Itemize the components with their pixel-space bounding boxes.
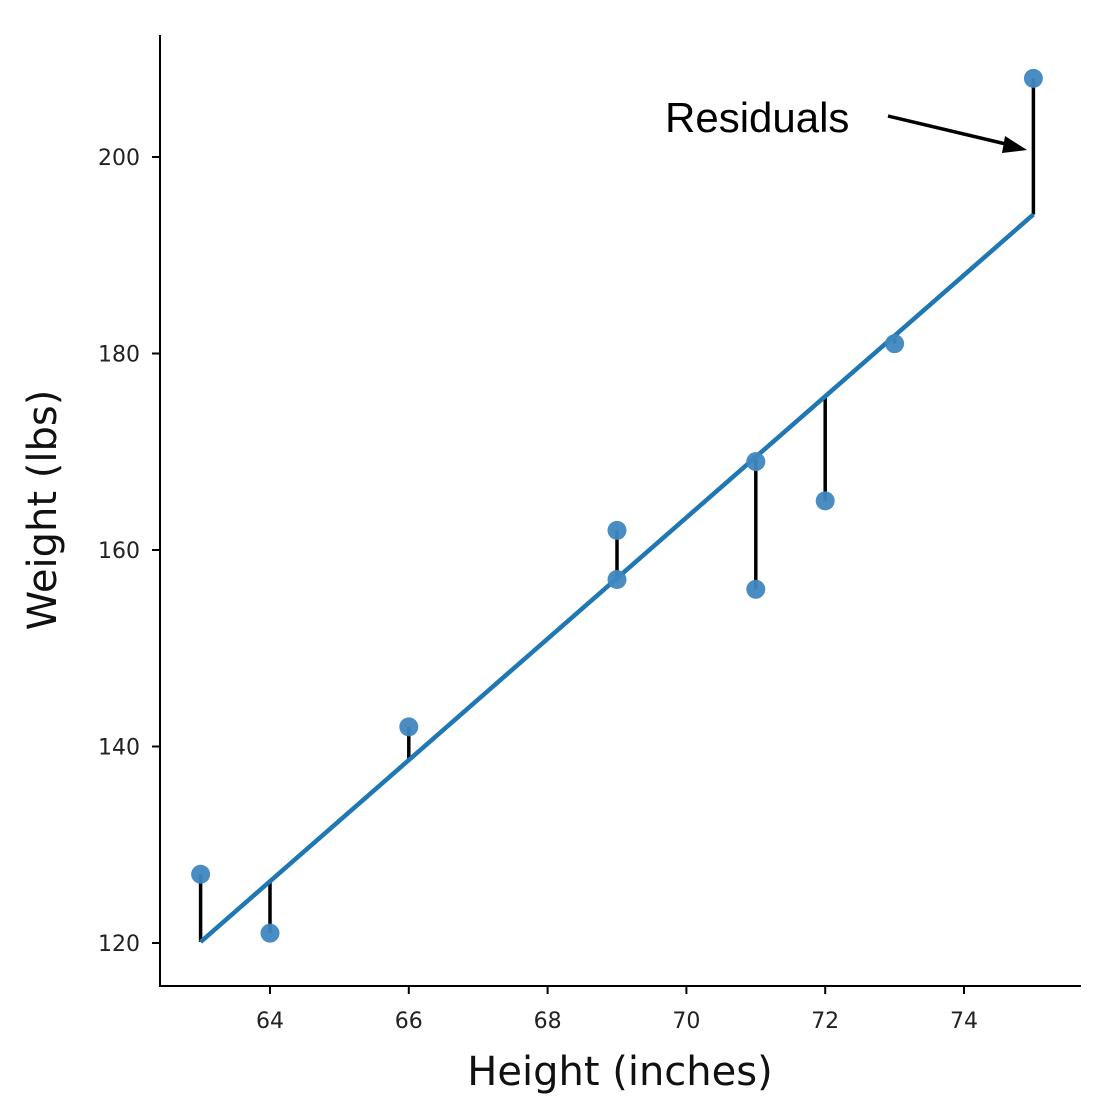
x-tick-label: 74 [950, 1009, 978, 1034]
data-point [607, 569, 627, 589]
data-points [191, 68, 1043, 943]
data-point [815, 491, 835, 511]
annotation-arrow [887, 114, 1027, 153]
x-tick-label: 64 [256, 1009, 284, 1034]
data-point [399, 717, 419, 737]
y-ticks: 120 140 160 180 200 [98, 146, 160, 957]
data-point [191, 864, 211, 884]
y-axis-label: Weight (lbs) [20, 390, 66, 631]
data-point [885, 334, 905, 354]
data-point [260, 923, 280, 943]
data-point [746, 579, 766, 599]
x-tick-label: 68 [534, 1009, 562, 1034]
data-point [1023, 68, 1043, 88]
x-tick-label: 70 [672, 1009, 700, 1034]
y-tick-label: 180 [98, 343, 140, 368]
x-tick-label: 72 [811, 1009, 839, 1034]
x-tick-label: 66 [395, 1009, 423, 1034]
data-point [607, 520, 627, 540]
y-tick-label: 140 [98, 736, 140, 761]
x-axis-label: Height (inches) [467, 1049, 772, 1095]
y-tick-label: 200 [98, 146, 140, 171]
y-tick-label: 160 [98, 539, 140, 564]
y-tick-label: 120 [98, 932, 140, 957]
residual-lines [198, 78, 1036, 942]
annotation-residuals: Residuals [665, 94, 849, 141]
x-ticks: 64 66 68 70 72 74 [256, 986, 978, 1034]
data-point [746, 452, 766, 472]
